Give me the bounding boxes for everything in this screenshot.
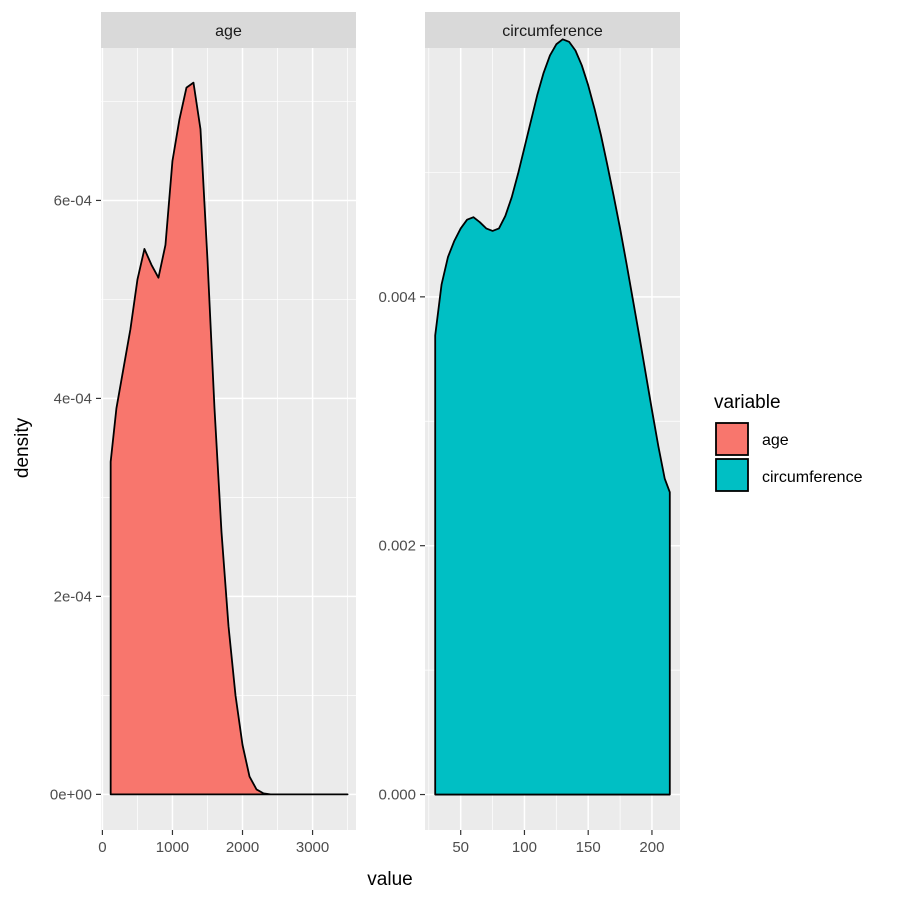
y-tick-label: 2e-04 bbox=[54, 588, 92, 605]
density-area-circumference bbox=[434, 38, 671, 796]
y-tick-label: 0.002 bbox=[378, 538, 416, 555]
x-tick-label: 100 bbox=[512, 839, 537, 856]
y-tick-label: 0.000 bbox=[378, 787, 416, 804]
legend: variable age circumference bbox=[714, 392, 863, 492]
legend-key-circumference bbox=[715, 458, 749, 492]
x-tick-label: 200 bbox=[639, 839, 664, 856]
x-tick-label: 1000 bbox=[156, 839, 189, 856]
strip-age bbox=[101, 12, 356, 48]
panel-circumference: circumference 50 100 150 200 0.000 0.002 0.004 bbox=[378, 12, 680, 856]
panel-age: age 0 1000 2000 3000 0e+00 2e-04 4e-04 6e-04 bbox=[50, 12, 356, 856]
strip-circumference bbox=[425, 12, 680, 48]
y-tick-label: 4e-04 bbox=[54, 390, 92, 407]
x-tick-label: 150 bbox=[576, 839, 601, 856]
y-tick-label: 6e-04 bbox=[54, 192, 92, 209]
y-axis-title: density bbox=[12, 417, 33, 478]
x-tick-label: 2000 bbox=[226, 839, 259, 856]
strip-label-circumference: circumference bbox=[502, 23, 603, 40]
y-tick-label: 0e+00 bbox=[50, 786, 92, 803]
legend-title: variable bbox=[714, 392, 781, 413]
strip-label-age: age bbox=[215, 23, 242, 40]
x-tick-label: 3000 bbox=[296, 839, 329, 856]
x-tick-label: 0 bbox=[98, 839, 106, 856]
legend-label-circumference: circumference bbox=[762, 469, 863, 486]
y-tick-label: 0.004 bbox=[378, 289, 416, 306]
density-area-age bbox=[109, 81, 349, 796]
x-tick-label: 50 bbox=[452, 839, 469, 856]
legend-key-age bbox=[715, 422, 749, 456]
legend-label-age: age bbox=[762, 432, 789, 449]
x-axis-title: value bbox=[367, 869, 412, 890]
